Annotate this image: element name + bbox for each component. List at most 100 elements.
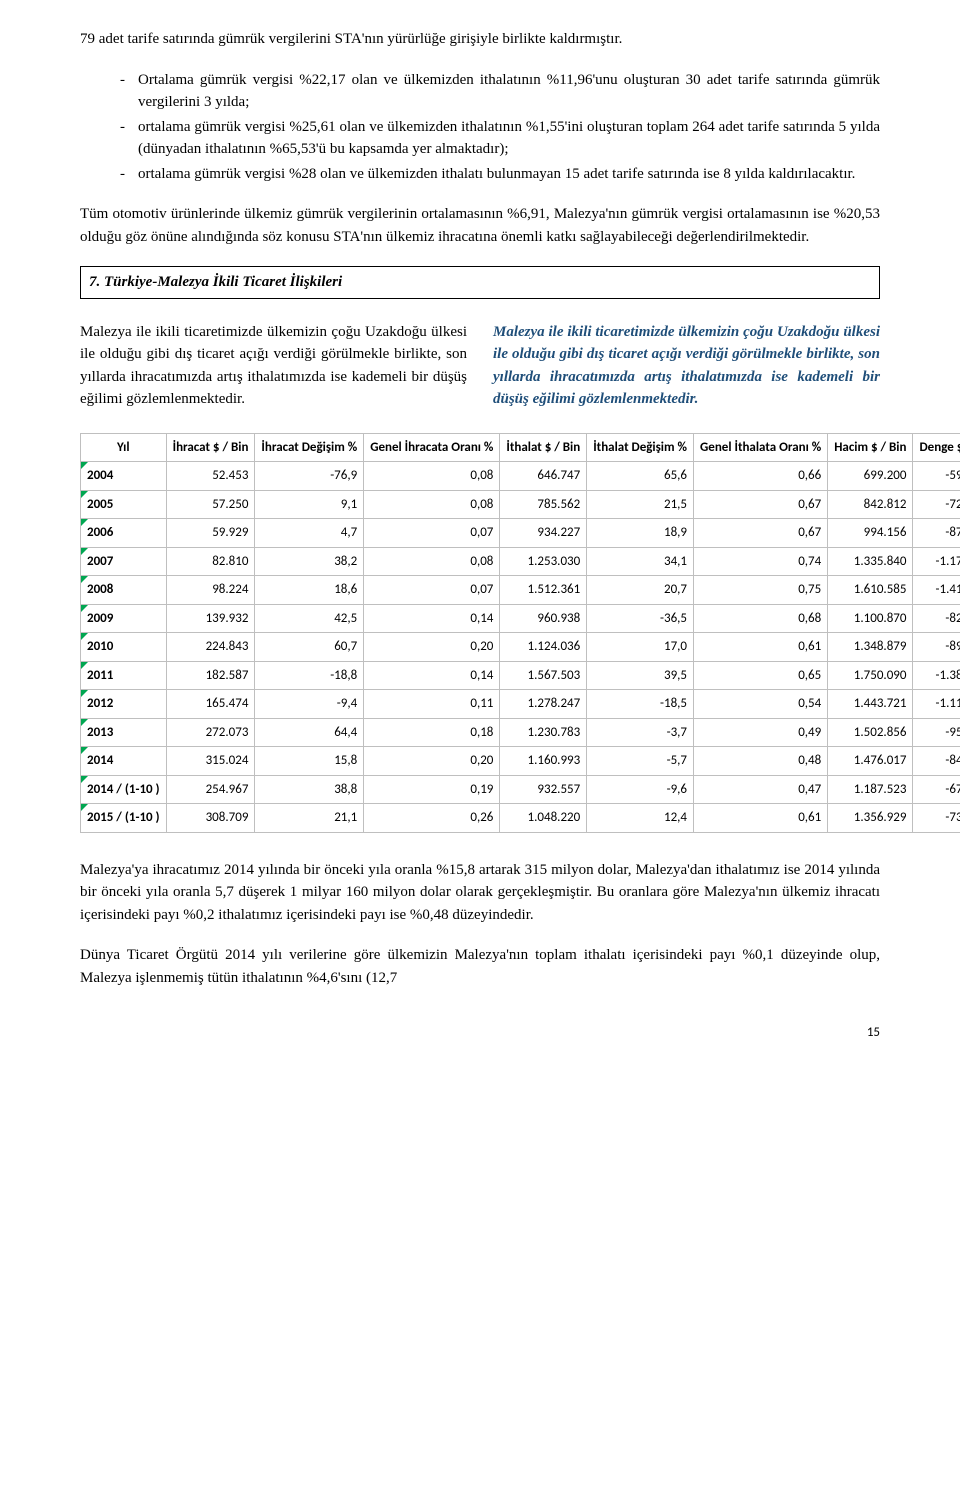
table-cell: 1.610.585: [828, 576, 913, 605]
table-cell: 52.453: [166, 462, 255, 491]
table-cell: 0,07: [364, 519, 500, 548]
bullet-item: ortalama gümrük vergisi %25,61 olan ve ü…: [120, 116, 880, 161]
table-cell: 785.562: [500, 490, 587, 519]
col-left-text: Malezya ile ikili ticaretimizde ülkemizi…: [80, 324, 467, 408]
page-number: 15: [80, 1023, 880, 1043]
paragraph-4: Dünya Ticaret Örgütü 2014 yılı verilerin…: [80, 944, 880, 989]
table-cell: 139.932: [166, 604, 255, 633]
table-cell: 1.160.993: [500, 747, 587, 776]
table-cell: 2005: [81, 490, 167, 519]
table-cell: 18,6: [255, 576, 364, 605]
table-cell: 2014: [81, 747, 167, 776]
table-cell: 34,1: [587, 547, 694, 576]
th-ihracat-degisim: İhracat Değişim %: [255, 433, 364, 462]
table-row: 200452.453-76,90,08646.74765,60,66699.20…: [81, 462, 960, 491]
table-cell: 0,14: [364, 661, 500, 690]
table-cell: 994.156: [828, 519, 913, 548]
table-cell: 1.048.220: [500, 804, 587, 833]
table-cell: 1.512.361: [500, 576, 587, 605]
table-cell: 0,18: [364, 718, 500, 747]
table-cell: 65,6: [587, 462, 694, 491]
table-row: 2009139.93242,50,14960.938-36,50,681.100…: [81, 604, 960, 633]
table-cell: 1.567.503: [500, 661, 587, 690]
table-cell: 2010: [81, 633, 167, 662]
table-row: 200782.81038,20,081.253.03034,10,741.335…: [81, 547, 960, 576]
table-cell: -728.312: [913, 490, 960, 519]
table-cell: 960.938: [500, 604, 587, 633]
paragraph-3: Malezya'ya ihracatımız 2014 yılında bir …: [80, 859, 880, 927]
table-cell: 21,1: [255, 804, 364, 833]
section-heading: 7. Türkiye-Malezya İkili Ticaret İlişkil…: [89, 271, 871, 294]
table-cell: 0,67: [694, 490, 828, 519]
table-cell: -36,5: [587, 604, 694, 633]
table-cell: 0,47: [694, 775, 828, 804]
table-cell: 59.929: [166, 519, 255, 548]
table-cell: 21,5: [587, 490, 694, 519]
table-cell: 646.747: [500, 462, 587, 491]
table-cell: 0,11: [364, 690, 500, 719]
table-cell: 1.750.090: [828, 661, 913, 690]
table-cell: -1.384.916: [913, 661, 960, 690]
table-cell: 20,7: [587, 576, 694, 605]
table-cell: 0,07: [364, 576, 500, 605]
table-cell: 4,7: [255, 519, 364, 548]
col-right-text: Malezya ile ikili ticaretimizde ülkemizi…: [493, 324, 880, 408]
paragraph-2: Tüm otomotiv ürünlerinde ülkemiz gümrük …: [80, 203, 880, 248]
table-cell: 15,8: [255, 747, 364, 776]
table-cell: 0,49: [694, 718, 828, 747]
table-cell: 0,68: [694, 604, 828, 633]
table-row: 2011182.587-18,80,141.567.50339,50,651.7…: [81, 661, 960, 690]
table-cell: 272.073: [166, 718, 255, 747]
table-cell: 0,26: [364, 804, 500, 833]
table-cell: 842.812: [828, 490, 913, 519]
table-cell: 1.253.030: [500, 547, 587, 576]
table-cell: 2006: [81, 519, 167, 548]
table-cell: -18,5: [587, 690, 694, 719]
table-cell: 0,67: [694, 519, 828, 548]
bullet-list: Ortalama gümrük vergisi %22,17 olan ve ü…: [80, 69, 880, 186]
table-cell: -18,8: [255, 661, 364, 690]
th-denge: Denge $ / Bin: [913, 433, 960, 462]
th-ithalat-bin: İthalat $ / Bin: [500, 433, 587, 462]
table-cell: 0,48: [694, 747, 828, 776]
table-cell: 1.335.840: [828, 547, 913, 576]
table-cell: -1.414.137: [913, 576, 960, 605]
table-cell: 0,75: [694, 576, 828, 605]
table-cell: 1.278.247: [500, 690, 587, 719]
table-cell: 0,19: [364, 775, 500, 804]
section-heading-box: 7. Türkiye-Malezya İkili Ticaret İlişkil…: [80, 266, 880, 299]
table-cell: 0,08: [364, 462, 500, 491]
table-row: 200898.22418,60,071.512.36120,70,751.610…: [81, 576, 960, 605]
table-cell: 2009: [81, 604, 167, 633]
th-genel-ihracat-orani: Genel İhracata Oranı %: [364, 433, 500, 462]
two-column-block: Malezya ile ikili ticaretimizde ülkemizi…: [80, 321, 880, 411]
table-cell: 0,74: [694, 547, 828, 576]
bullet-item: Ortalama gümrük vergisi %22,17 olan ve ü…: [120, 69, 880, 114]
table-cell: 2013: [81, 718, 167, 747]
table-cell: -677.590: [913, 775, 960, 804]
table-cell: 0,66: [694, 462, 828, 491]
table-cell: -5,7: [587, 747, 694, 776]
trade-table: Yıl İhracat $ / Bin İhracat Değişim % Ge…: [80, 433, 960, 833]
table-cell: 42,5: [255, 604, 364, 633]
bullet-item: ortalama gümrük vergisi %28 olan ve ülke…: [120, 163, 880, 186]
table-cell: 224.843: [166, 633, 255, 662]
table-header-row: Yıl İhracat $ / Bin İhracat Değişim % Ge…: [81, 433, 960, 462]
table-cell: 1.124.036: [500, 633, 587, 662]
bullet-text: Ortalama gümrük vergisi %22,17 olan ve ü…: [138, 72, 880, 111]
th-ithalat-degisim: İthalat Değişim %: [587, 433, 694, 462]
table-cell: 64,4: [255, 718, 364, 747]
table-cell: 1.187.523: [828, 775, 913, 804]
table-body: 200452.453-76,90,08646.74765,60,66699.20…: [81, 462, 960, 833]
table-cell: -76,9: [255, 462, 364, 491]
table-cell: 2012: [81, 690, 167, 719]
bullet-text: ortalama gümrük vergisi %28 olan ve ülke…: [138, 166, 855, 182]
table-cell: 0,08: [364, 547, 500, 576]
table-cell: 18,9: [587, 519, 694, 548]
th-hacim: Hacim $ / Bin: [828, 433, 913, 462]
table-cell: -3,7: [587, 718, 694, 747]
table-cell: -739.511: [913, 804, 960, 833]
table-cell: -899.194: [913, 633, 960, 662]
table-cell: 165.474: [166, 690, 255, 719]
table-cell: 934.227: [500, 519, 587, 548]
